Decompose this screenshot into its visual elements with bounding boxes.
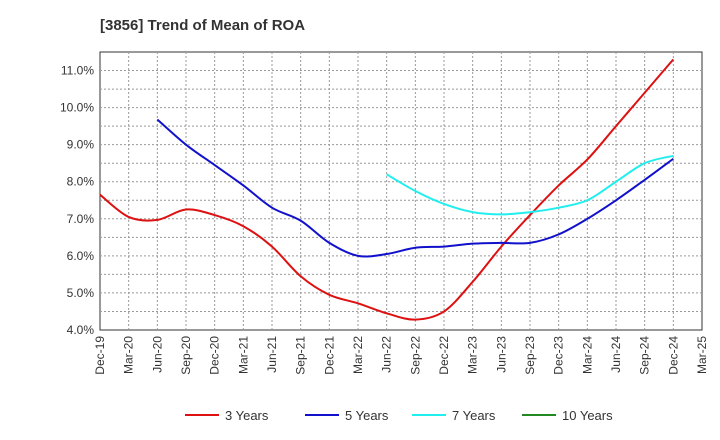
x-tick-label: Jun-21 bbox=[265, 336, 279, 373]
legend-label: 7 Years bbox=[452, 408, 496, 423]
x-tick-label: Mar-24 bbox=[580, 336, 594, 374]
x-tick-label: Sep-20 bbox=[179, 336, 193, 375]
plot-area bbox=[99, 51, 703, 331]
x-tick-label: Jun-24 bbox=[609, 336, 623, 373]
x-tick-label: Mar-21 bbox=[236, 336, 250, 374]
series-lines bbox=[99, 58, 675, 321]
x-tick-label: Dec-23 bbox=[552, 336, 566, 375]
series-line-5-years bbox=[156, 118, 674, 258]
x-tick-label: Sep-23 bbox=[523, 336, 537, 375]
x-tick-label: Mar-23 bbox=[466, 336, 480, 374]
x-tick-label: Sep-21 bbox=[294, 336, 308, 375]
x-tick-label: Jun-20 bbox=[150, 336, 164, 373]
y-tick-label: 11.0% bbox=[61, 64, 94, 78]
x-tick-label: Dec-22 bbox=[437, 336, 451, 375]
y-tick-label: 6.0% bbox=[67, 249, 95, 263]
series-line-7-years bbox=[386, 154, 674, 216]
legend-label: 10 Years bbox=[562, 408, 613, 423]
y-tick-label: 10.0% bbox=[60, 101, 94, 115]
x-tick-label: Dec-20 bbox=[208, 336, 222, 375]
legend-label: 3 Years bbox=[225, 408, 269, 423]
y-tick-label: 4.0% bbox=[67, 323, 95, 337]
x-tick-label: Jun-22 bbox=[380, 336, 394, 373]
x-tick-label: Sep-22 bbox=[408, 336, 422, 375]
x-tick-label: Dec-21 bbox=[322, 336, 336, 375]
x-tick-label: Dec-19 bbox=[93, 336, 107, 375]
chart-title: [3856] Trend of Mean of ROA bbox=[100, 17, 305, 34]
plot-frame bbox=[99, 51, 703, 331]
y-axis-tick-labels: 4.0% 5.0% 6.0% 7.0% 8.0% 9.0% 10.0% 11.0% bbox=[60, 64, 94, 337]
series-line-3-years bbox=[99, 58, 675, 321]
y-tick-label: 7.0% bbox=[67, 212, 95, 226]
y-tick-label: 9.0% bbox=[67, 138, 95, 152]
legend: 3 Years 5 Years 7 Years 10 Years bbox=[185, 408, 613, 423]
x-tick-label: Mar-22 bbox=[351, 336, 365, 374]
x-tick-label: Sep-24 bbox=[638, 336, 652, 375]
x-axis-tick-labels: Dec-19 Mar-20 Jun-20 Sep-20 Dec-20 Mar-21 Jun-… bbox=[93, 336, 709, 375]
x-tick-label: Jun-23 bbox=[494, 336, 508, 373]
x-tick-label: Dec-24 bbox=[666, 336, 680, 375]
x-tick-label: Mar-25 bbox=[695, 336, 709, 374]
legend-label: 5 Years bbox=[345, 408, 389, 423]
y-tick-label: 5.0% bbox=[67, 286, 95, 300]
x-tick-label: Mar-20 bbox=[122, 336, 136, 374]
y-tick-label: 8.0% bbox=[67, 175, 95, 189]
